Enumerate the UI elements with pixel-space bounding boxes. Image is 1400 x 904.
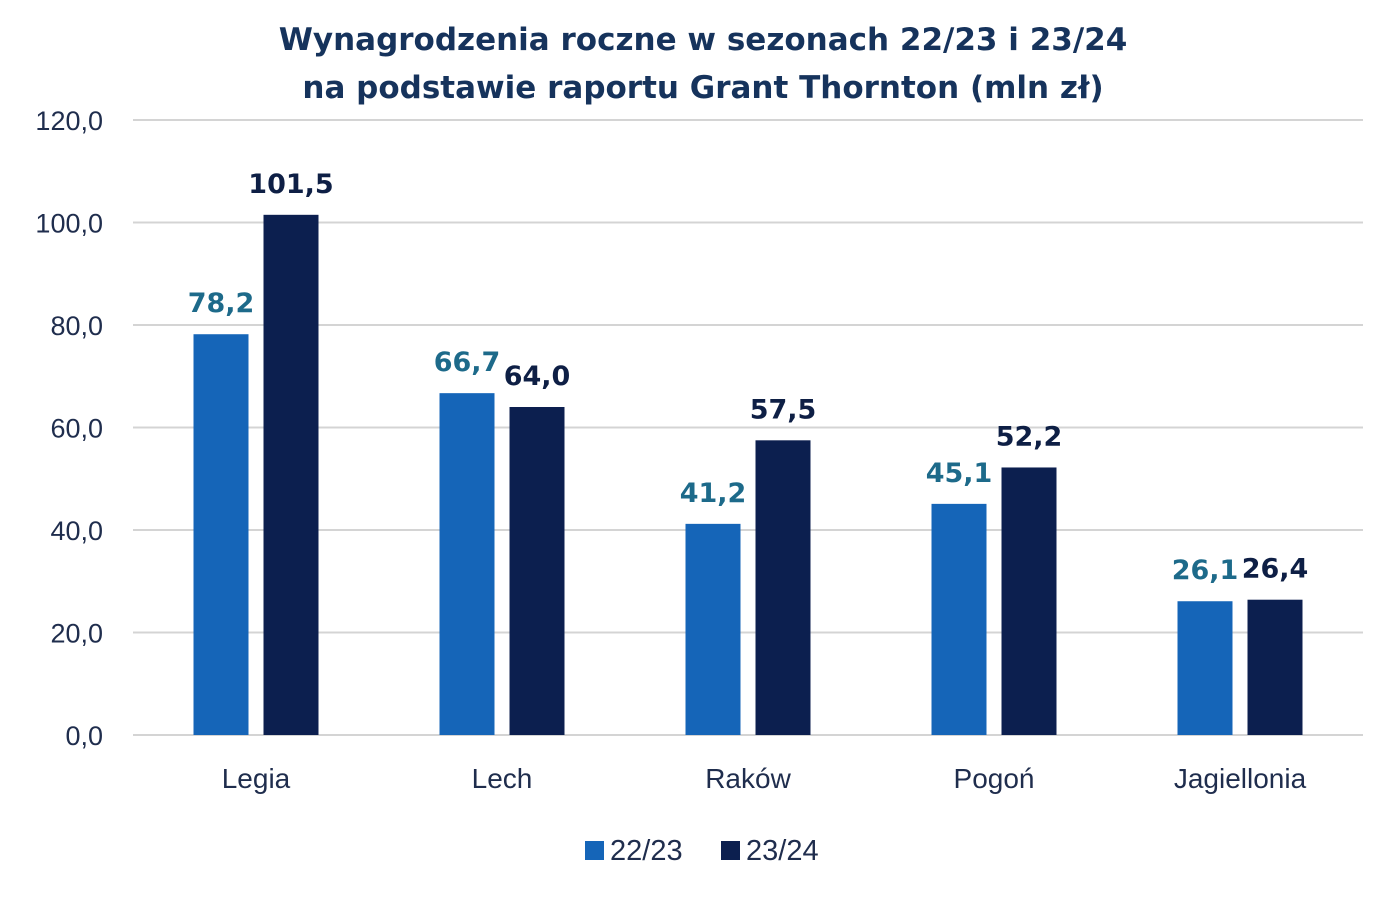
bar-series1 bbox=[1177, 601, 1233, 735]
data-label: 26,4 bbox=[1242, 554, 1309, 585]
data-label: 66,7 bbox=[434, 347, 501, 378]
data-label: 52,2 bbox=[996, 421, 1063, 452]
bar-series2 bbox=[1001, 467, 1057, 735]
category-label: Legia bbox=[222, 763, 291, 794]
bar-series1 bbox=[439, 393, 495, 735]
y-tick-label: 40,0 bbox=[50, 516, 103, 546]
bar-series1 bbox=[931, 503, 987, 735]
y-tick-label: 120,0 bbox=[35, 106, 103, 136]
bar-series2 bbox=[1247, 599, 1303, 735]
legend-swatch bbox=[585, 841, 604, 860]
gridlines bbox=[133, 119, 1363, 736]
bars bbox=[193, 214, 1303, 735]
bar-series1 bbox=[193, 334, 249, 735]
data-label: 64,0 bbox=[504, 361, 571, 392]
y-tick-label: 100,0 bbox=[35, 209, 103, 239]
y-tick-label: 0,0 bbox=[65, 721, 103, 751]
category-label: Lech bbox=[472, 763, 533, 794]
bar-series2 bbox=[755, 440, 811, 735]
chart-title: Wynagrodzenia roczne w sezonach 22/23 i … bbox=[279, 22, 1128, 58]
data-label: 78,2 bbox=[188, 288, 255, 319]
data-label: 57,5 bbox=[750, 394, 817, 425]
category-label: Raków bbox=[705, 763, 791, 794]
data-label: 41,2 bbox=[680, 478, 747, 509]
legend-label: 22/23 bbox=[610, 835, 683, 867]
bar-series1 bbox=[685, 523, 741, 735]
y-tick-label: 60,0 bbox=[50, 414, 103, 444]
category-label: Pogoń bbox=[954, 763, 1035, 794]
legend-label: 23/24 bbox=[746, 835, 819, 867]
data-label: 101,5 bbox=[248, 169, 333, 200]
y-tick-label: 80,0 bbox=[50, 311, 103, 341]
legend-swatch bbox=[721, 841, 740, 860]
bar-series2 bbox=[509, 407, 565, 735]
category-label: Jagiellonia bbox=[1174, 763, 1307, 794]
data-label: 26,1 bbox=[1172, 555, 1239, 586]
y-axis-tick-labels: 0,0 20,0 40,0 60,0 80,0 100,0 120,0 bbox=[35, 106, 103, 751]
x-axis-category-labels: Legia Lech Raków Pogoń Jagiellonia bbox=[222, 763, 1307, 794]
bar-series2 bbox=[263, 214, 319, 735]
chart-subtitle: na podstawie raportu Grant Thornton (mln… bbox=[302, 70, 1103, 106]
data-labels: 78,2 101,5 66,7 64,0 41,2 57,5 45,152,2 26,1 26,… bbox=[188, 169, 1309, 586]
legend: 22/23 23/24 bbox=[585, 835, 819, 867]
y-tick-label: 20,0 bbox=[50, 619, 103, 649]
data-label: 45,1 bbox=[926, 458, 993, 489]
